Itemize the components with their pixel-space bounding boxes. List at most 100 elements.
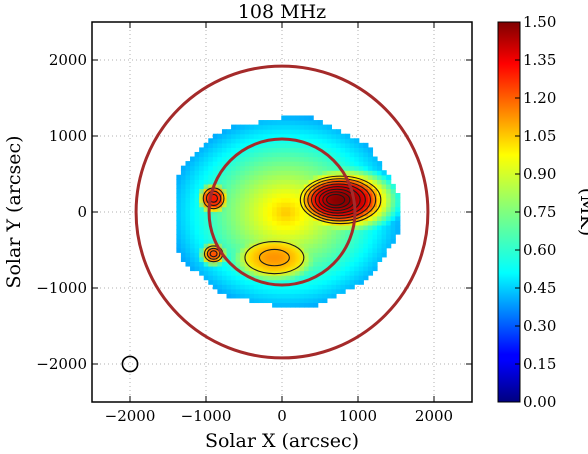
heatmap-cell <box>308 220 314 226</box>
contour-line <box>299 175 382 225</box>
heatmap-cell <box>372 256 378 262</box>
heatmap-cell <box>217 288 223 294</box>
heatmap-cell <box>249 284 255 290</box>
heatmap-cell <box>185 188 191 194</box>
heatmap-cell <box>317 275 323 281</box>
heatmap-cell <box>272 133 278 139</box>
heatmap-cell <box>249 197 255 203</box>
heatmap-cell <box>240 183 246 190</box>
heatmap-cell <box>231 284 237 290</box>
heatmap-cell <box>331 265 337 272</box>
heatmap-cell <box>180 234 187 240</box>
contour-line <box>303 178 377 222</box>
heatmap-cell <box>194 224 200 231</box>
heatmap-cell <box>249 229 255 235</box>
heatmap-cell <box>281 302 287 308</box>
heatmap-cell <box>212 183 218 190</box>
heatmap-cell <box>381 224 387 231</box>
heatmap-cell <box>358 261 364 267</box>
heatmap-cell <box>313 211 319 217</box>
heatmap-cell <box>253 202 260 208</box>
heatmap-cell <box>176 202 182 208</box>
heatmap-cell <box>235 133 241 139</box>
heatmap-cell <box>249 297 255 304</box>
heatmap-cell <box>386 243 392 249</box>
heatmap-cell <box>249 174 255 180</box>
heatmap-cell <box>212 161 218 167</box>
heatmap-cell <box>285 229 291 235</box>
heatmap-cell <box>313 270 319 276</box>
heatmap-cell <box>235 229 241 235</box>
heatmap-cell <box>285 302 291 308</box>
heatmap-cell <box>367 193 374 199</box>
heatmap-cell <box>217 211 223 217</box>
heatmap-cell <box>326 142 332 148</box>
heatmap-cell <box>358 270 364 276</box>
heatmap-cell <box>272 193 278 199</box>
heatmap-cell <box>299 206 305 212</box>
heatmap-cell <box>194 161 200 167</box>
heatmap-cell <box>190 247 196 253</box>
heatmap-cell <box>317 243 323 249</box>
heatmap-cell <box>354 261 360 267</box>
heatmap-cell <box>194 252 200 258</box>
tick-labels: −2000 −1000 0 1000 2000 −2000 −1000 0 1000 2000 <box>36 51 453 425</box>
heatmap-cell <box>345 265 351 272</box>
heatmap-cell <box>235 188 241 194</box>
heatmap-cell <box>212 174 218 180</box>
heatmap-cell <box>367 161 374 167</box>
heatmap-cell <box>231 161 237 167</box>
heatmap-cell <box>294 243 301 249</box>
heatmap-cell <box>235 293 241 299</box>
heatmap-cell <box>221 156 228 162</box>
heatmap-cell <box>226 165 232 171</box>
heatmap-cell <box>313 293 319 299</box>
colorbar-tick-label: 0.15 <box>523 355 556 373</box>
heatmap-cell <box>390 188 396 194</box>
heatmap-cell <box>294 293 301 299</box>
heatmap-cell <box>294 220 301 226</box>
heatmap-cell <box>358 174 364 180</box>
heatmap-cell <box>231 211 237 217</box>
heatmap-cell <box>340 147 346 153</box>
y-tick-label: −2000 <box>36 355 87 373</box>
heatmap-cell <box>212 275 218 281</box>
heatmap-cell <box>253 124 260 130</box>
heatmap-cell <box>226 288 232 294</box>
heatmap-cell <box>331 288 337 294</box>
heatmap-cell <box>185 161 191 167</box>
heatmap-cell <box>299 229 305 235</box>
heatmap-cell <box>290 297 296 304</box>
heatmap-cell <box>281 165 287 171</box>
heatmap-cell <box>221 243 228 249</box>
heatmap-cell <box>199 229 205 235</box>
heatmap-cell <box>290 288 296 294</box>
heatmap-cell <box>253 188 260 194</box>
heatmap-cell <box>299 293 305 299</box>
heatmap-cell <box>299 297 305 304</box>
heatmap-cell <box>381 211 387 217</box>
heatmap-cell <box>372 265 378 272</box>
heatmap-cell <box>304 275 310 281</box>
heatmap-cell <box>194 179 200 185</box>
heatmap-cell <box>299 193 305 199</box>
heatmap-cell <box>249 165 255 171</box>
heatmap-cell <box>299 288 305 294</box>
heatmap-cell <box>231 243 237 249</box>
heatmap-cell <box>313 161 319 167</box>
heatmap-cell <box>244 133 250 139</box>
heatmap-cell <box>199 165 205 171</box>
heatmap-cell <box>322 261 328 267</box>
heatmap-cell <box>244 247 250 253</box>
heatmap-cell <box>363 261 369 267</box>
heatmap-cell <box>240 211 246 217</box>
heatmap-cell <box>235 170 241 176</box>
heatmap-cell <box>212 265 218 272</box>
heatmap-cell <box>290 179 296 185</box>
heatmap-cell <box>290 197 296 203</box>
heatmap-cell <box>194 261 200 267</box>
heatmap-cell <box>308 270 314 276</box>
heatmap-cell <box>194 193 200 199</box>
heatmap-cell <box>299 115 305 121</box>
heatmap-cell <box>244 224 250 231</box>
